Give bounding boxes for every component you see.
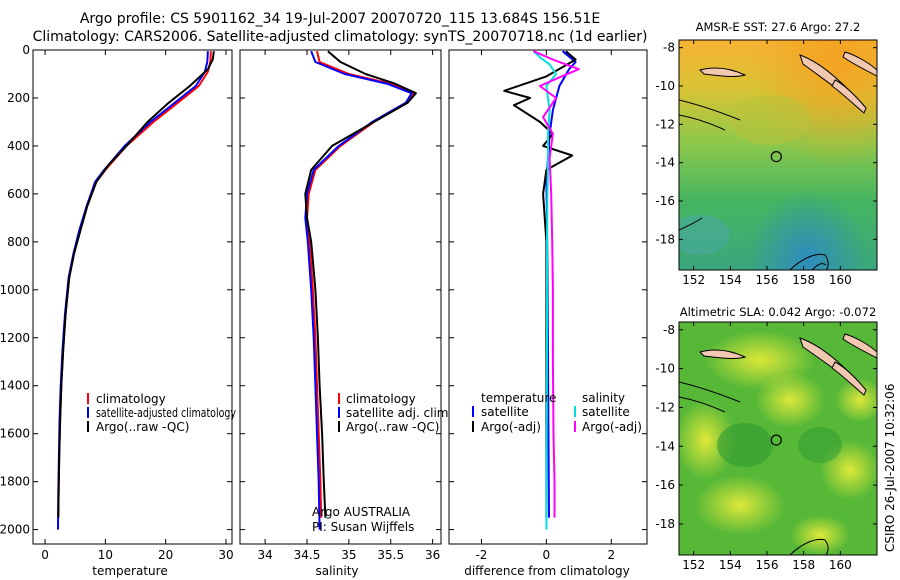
map-x-tick-label: 156: [756, 273, 779, 287]
temperature-plot-frame: [32, 49, 233, 545]
map-x-tick-label: 152: [682, 273, 705, 287]
salinity-series: [304, 50, 417, 530]
map-x-tick-label: 154: [719, 273, 742, 287]
y-tick-label: 0: [22, 43, 30, 57]
map-x-tick-label: 160: [829, 273, 852, 287]
map-y-tick-label: -18: [655, 517, 675, 531]
credit-label: CSIRO 26-Jul-2007 10:32:06: [883, 384, 897, 552]
difference-ticks: -2 0 2: [449, 49, 647, 562]
sst-map-panel: AMSR-E SST: 27.6 Argo: 27.2 152 154 156 158…: [655, 20, 878, 287]
temperature-series: [57, 51, 215, 530]
map-y-tick-label: -16: [655, 194, 675, 208]
x-tick-label: -2: [475, 548, 487, 562]
float-pi-label: PI: Susan Wijffels: [312, 520, 414, 534]
map-y-tick-label: -10: [655, 362, 675, 376]
legend-label-argo: Argo(..raw -QC): [96, 420, 189, 434]
y-tick-label: 1000: [0, 283, 30, 297]
series-line-argo: [304, 50, 417, 518]
sst-argo-position-marker: [770, 151, 782, 163]
y-tick-label: 200: [7, 91, 30, 105]
y-tick-label: 800: [7, 235, 30, 249]
legend-label-satellite: satellite-adjusted climatology: [96, 406, 236, 420]
map-x-tick-label: 158: [792, 558, 815, 572]
map-y-tick-label: -14: [655, 156, 675, 170]
sla-map-panel: Altimetric SLA: 0.042 Argo: -0.072 152 15…: [655, 305, 878, 572]
x-tick-label: 30: [218, 548, 233, 562]
legend-label-climatology: climatology: [346, 392, 416, 406]
map-y-tick-label: -12: [655, 400, 675, 414]
x-tick-label: 20: [158, 548, 173, 562]
temperature-ticks: 0 10 20 30 0 200 400 600 800 1000 1200 1400 1600 1800…: [0, 43, 234, 562]
difference-xlabel: difference from climatology: [464, 564, 630, 578]
legend-label-salinity-argo: Argo(-adj): [582, 420, 642, 434]
x-tick-label: 0: [41, 548, 49, 562]
difference-legend-temperature: temperature satellite Argo(-adj): [472, 391, 556, 434]
series-line-argo: [57, 51, 215, 518]
legend-label-satellite: satellite adj. clim.: [346, 406, 452, 420]
sst-map-frame: [678, 39, 878, 271]
map-y-tick-label: -8: [663, 323, 675, 337]
legend-title-salinity: salinity: [582, 391, 625, 405]
legend-title-temperature: temperature: [481, 391, 556, 405]
x-tick-label: 0: [543, 548, 551, 562]
salinity-xlabel: salinity: [315, 564, 358, 578]
map-x-tick-label: 152: [682, 558, 705, 572]
x-tick-label: 2: [607, 548, 615, 562]
legend-label-salinity-satellite: satellite: [582, 405, 630, 419]
difference-panel: -2 0 2 difference from climatology tempera…: [448, 49, 648, 578]
map-y-tick-label: -10: [655, 79, 675, 93]
series-line-salinity-satellite: [532, 50, 558, 530]
map-x-tick-label: 154: [719, 558, 742, 572]
map-y-tick-label: -12: [655, 117, 675, 131]
y-tick-label: 2000: [0, 523, 30, 537]
map-x-tick-label: 158: [792, 273, 815, 287]
figure-title-line1: Argo profile: CS 5901162_34 19-Jul-2007 …: [80, 11, 600, 27]
x-tick-label: 36: [425, 548, 440, 562]
sla-map-ticks: 152 154 156 158 160 -8 -10 -12 -14 -16 -18: [655, 322, 877, 572]
float-operator-label: Argo AUSTRALIA: [312, 505, 411, 519]
series-line-salinity-argo: [533, 50, 580, 518]
x-tick-label: 34.5: [294, 548, 321, 562]
legend-label-climatology: climatology: [96, 392, 166, 406]
legend-label-temperature-satellite: satellite: [481, 405, 529, 419]
sla-map-title: Altimetric SLA: 0.042 Argo: -0.072: [680, 305, 877, 319]
map-x-tick-label: 156: [756, 558, 779, 572]
salinity-ticks: 34 34.5 35 35.5 36: [240, 49, 441, 562]
sla-map-frame: [678, 321, 878, 556]
y-tick-label: 600: [7, 187, 30, 201]
y-tick-label: 1800: [0, 475, 30, 489]
figure-title-line2: Climatology: CARS2006. Satellite-adjuste…: [33, 29, 648, 45]
map-y-tick-label: -16: [655, 478, 675, 492]
y-tick-label: 400: [7, 139, 30, 153]
map-y-tick-label: -8: [663, 41, 675, 55]
series-line-satellite: [304, 50, 413, 530]
difference-series: [503, 50, 580, 530]
temperature-xlabel: temperature: [92, 564, 167, 578]
salinity-plot-frame: [239, 49, 442, 545]
difference-legend-salinity: salinity satellite Argo(-adj): [574, 391, 642, 434]
salinity-legend: climatology satellite adj. clim. Argo(..…: [338, 392, 452, 434]
y-tick-label: 1200: [0, 331, 30, 345]
map-x-tick-label: 160: [829, 558, 852, 572]
temperature-legend: climatology satellite-adjusted climatolo…: [87, 392, 236, 434]
temperature-panel: 0 10 20 30 0 200 400 600 800 1000 1200 1400 1600 1800…: [0, 43, 236, 578]
y-tick-label: 1600: [0, 427, 30, 441]
x-tick-label: 35.5: [377, 548, 404, 562]
salinity-panel: 34 34.5 35 35.5 36 salinity climatology sate…: [239, 49, 452, 578]
y-tick-label: 1400: [0, 379, 30, 393]
x-tick-label: 10: [98, 548, 113, 562]
legend-label-argo: Argo(..raw -QC): [346, 420, 439, 434]
map-y-tick-label: -14: [655, 439, 675, 453]
sst-map-title: AMSR-E SST: 27.6 Argo: 27.2: [696, 20, 861, 34]
sla-argo-position-marker: [770, 434, 782, 446]
sla-map-image: [679, 322, 877, 555]
sst-map-image: [679, 40, 877, 270]
x-tick-label: 34: [257, 548, 272, 562]
x-tick-label: 35: [341, 548, 356, 562]
map-y-tick-label: -18: [655, 232, 675, 246]
legend-label-temperature-argo: Argo(-adj): [481, 420, 541, 434]
sst-map-ticks: 152 154 156 158 160 -8 -10 -12 -14 -16 -18: [655, 40, 877, 287]
